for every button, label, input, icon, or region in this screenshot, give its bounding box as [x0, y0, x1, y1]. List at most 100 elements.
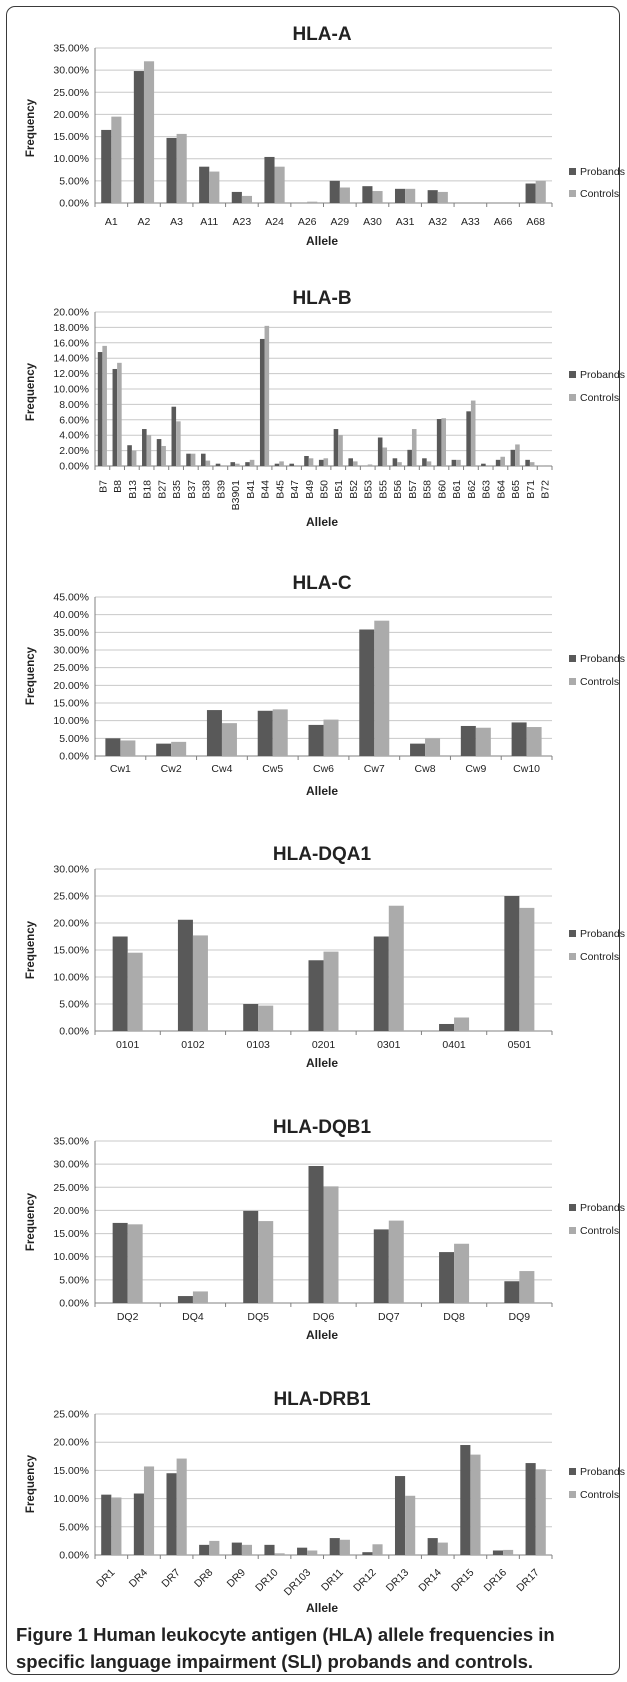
x-tick-label: DQ7 [378, 1311, 400, 1323]
bar-controls [131, 450, 137, 466]
bar-probands [439, 1252, 455, 1303]
legend-label: Probands [580, 1202, 625, 1214]
bar-controls [307, 1550, 318, 1555]
bar-probands [329, 1538, 340, 1555]
figure-frame [6, 6, 620, 1675]
legend-swatch [569, 1204, 576, 1211]
y-tick-label: 12.00% [53, 368, 89, 380]
bar-controls [264, 325, 270, 466]
bar-controls [454, 1243, 470, 1303]
y-tick-label: 10.00% [53, 1493, 89, 1505]
x-tick-label: DR15 [449, 1567, 477, 1595]
x-tick-label: Cw10 [513, 763, 540, 775]
x-tick-label: B13 [127, 480, 139, 499]
bar-probands [439, 1023, 455, 1031]
bar-probands [318, 459, 324, 466]
bar-probands [511, 722, 527, 756]
x-tick-label: A26 [298, 216, 317, 228]
bar-probands [436, 419, 442, 466]
y-axis-label: Frequency [25, 646, 37, 705]
legend-swatch [569, 168, 576, 175]
x-axis-label: Allele [306, 1601, 338, 1615]
x-tick-label: B55 [377, 480, 389, 499]
bar-controls [425, 738, 441, 756]
y-tick-label: 5.00% [59, 999, 89, 1011]
legend-swatch [569, 190, 576, 197]
chart-hla-c: HLA-C 0.00% 5.00% 10.00% 15.00% 20.00% 25.00% 3… [25, 573, 625, 798]
bar-controls [441, 418, 447, 466]
y-tick-label: 8.00% [59, 399, 89, 411]
bar-probands [133, 71, 144, 204]
y-axis-label: Frequency [25, 98, 37, 157]
bar-probands [460, 1445, 471, 1555]
x-tick-label: DR7 [159, 1567, 182, 1590]
bar-probands [394, 188, 406, 203]
x-tick-label: A29 [330, 216, 349, 228]
x-tick-label: 0301 [377, 1039, 401, 1051]
x-tick-label: A33 [461, 216, 480, 228]
bar-controls [171, 741, 187, 756]
bar-probands [171, 406, 177, 466]
x-tick-label: B45 [274, 480, 286, 499]
x-tick-label: A11 [200, 216, 218, 228]
bar-controls [120, 740, 136, 756]
bar-probands [156, 743, 172, 756]
y-tick-label: 30.00% [53, 645, 89, 657]
y-tick-label: 35.00% [53, 43, 89, 55]
bar-probands [231, 191, 242, 203]
bar-controls [258, 1005, 274, 1031]
y-tick-label: 10.00% [53, 715, 89, 727]
figure-caption-label: Figure 1 [16, 1624, 88, 1645]
x-tick-label: DR1 [94, 1567, 117, 1590]
x-tick-label: 0401 [442, 1039, 466, 1051]
bar-controls [323, 719, 339, 756]
x-tick-label: B58 [422, 480, 434, 499]
bar-controls [475, 727, 491, 756]
y-tick-label: 2.00% [59, 445, 89, 457]
bar-controls [274, 1553, 285, 1555]
chart-hla-a: HLA-A 0.00% 5.00% 10.00% 15.00% 20.00% 25.00% 3… [25, 24, 625, 248]
y-tick-label: 15.00% [53, 131, 89, 143]
bar-probands [206, 710, 222, 756]
x-tick-label: DQ5 [247, 1311, 269, 1323]
x-tick-label: DQ9 [509, 1311, 531, 1323]
bar-controls [339, 1539, 350, 1555]
x-tick-label: B62 [466, 480, 478, 499]
bar-probands [156, 439, 162, 466]
y-tick-label: 30.00% [53, 864, 89, 876]
x-tick-label: Cw8 [415, 763, 436, 775]
x-tick-label: B63 [481, 480, 493, 499]
y-tick-label: 0.00% [59, 1298, 89, 1310]
bar-controls [221, 723, 237, 756]
bar-probands [264, 156, 275, 203]
x-tick-label: B49 [304, 480, 316, 499]
bar-controls [209, 171, 220, 203]
x-tick-label: B50 [319, 480, 331, 499]
bar-controls [470, 1454, 481, 1555]
x-tick-label: 0201 [312, 1039, 336, 1051]
bar-probands [373, 1229, 389, 1303]
bar-controls [272, 709, 288, 756]
x-tick-label: DR9 [225, 1567, 248, 1590]
bar-controls [235, 463, 240, 466]
legend-label: Controls [580, 1225, 619, 1237]
x-tick-label: B8 [112, 480, 124, 493]
bar-controls [397, 462, 402, 466]
x-tick-label: DQ8 [443, 1311, 465, 1323]
x-tick-label: DR4 [127, 1567, 150, 1590]
y-tick-label: 40.00% [53, 609, 89, 621]
bar-probands [133, 1493, 144, 1555]
bar-probands [142, 429, 147, 466]
bar-probands [215, 463, 221, 466]
chart-title: HLA-B [292, 288, 351, 309]
bar-probands [377, 437, 383, 466]
legend-label: Controls [580, 188, 619, 200]
bar-controls [535, 1469, 546, 1555]
y-tick-label: 0.00% [59, 1550, 89, 1562]
bar-controls [241, 195, 253, 203]
bar-probands [177, 919, 193, 1031]
bar-controls [454, 1017, 470, 1031]
legend-label: Controls [580, 1489, 619, 1501]
bar-controls [544, 465, 550, 466]
x-tick-label: B51 [333, 480, 345, 499]
